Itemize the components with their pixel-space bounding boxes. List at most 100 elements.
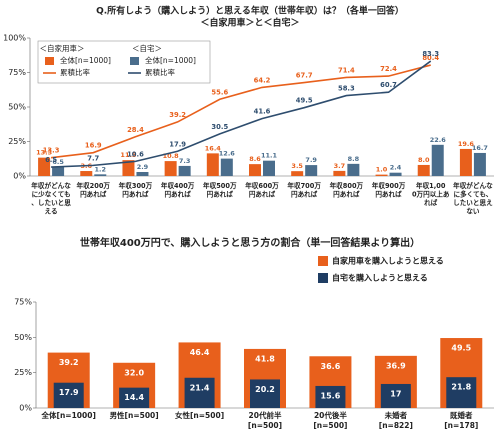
label-line: 年収400万 [161, 181, 195, 190]
legend-swatch [130, 57, 139, 65]
y-tick-label: 50% [14, 333, 32, 342]
bar-value-label: 22.6 [430, 136, 447, 144]
bar [250, 379, 280, 408]
bar [220, 158, 233, 176]
line-value-label: 64.2 [254, 76, 271, 84]
chart-title: 世帯年収400万円で、購入しようと思う方の割合（単一回答結果より算出） [80, 236, 420, 249]
label-line: 年収がどんな [453, 181, 493, 190]
x-tick-label: 男性[n=500] [110, 410, 159, 420]
legend-group: ＜自宅＞ [132, 43, 162, 53]
bar [375, 174, 388, 176]
bar [184, 377, 215, 408]
label-line: [n=822] [379, 421, 413, 430]
bar-value-label: 49.5 [451, 344, 471, 353]
label-line: 年収200万 [76, 181, 110, 190]
line-value-label: 71.4 [338, 66, 355, 74]
bar [52, 167, 65, 176]
line-value-label: 6.5 [45, 156, 57, 164]
bar-value-label: 20.2 [255, 385, 275, 394]
bar [136, 171, 149, 176]
label-line: える [45, 207, 58, 216]
bar [315, 385, 346, 408]
legend-label: 累積比率 [60, 67, 90, 77]
bar-value-label: 1.2 [95, 165, 107, 173]
bar [417, 164, 430, 176]
bar-value-label: 8.0 [418, 156, 430, 164]
label-line: 年収300万 [119, 181, 153, 190]
x-tick-label: 年収700万円あれば [287, 181, 321, 199]
label-line: ない [466, 207, 480, 216]
label-line: 円あれば [249, 190, 276, 199]
bar-value-label: 2.9 [137, 163, 149, 171]
bar [164, 161, 177, 176]
bar-value-label: 11.1 [261, 152, 278, 160]
y-tick-label: 25% [8, 137, 26, 146]
bar-value-label: 1.0 [376, 166, 388, 174]
x-tick-label: 年収1,00 0万円以上あれば [412, 181, 450, 207]
line-value-label: 16.9 [85, 142, 102, 150]
x-tick-label: 年収500万円あれば [203, 181, 237, 199]
label-line: 20代後半 [314, 410, 347, 420]
line-value-label: 7.7 [87, 154, 99, 162]
label-line: 円あれば [291, 190, 318, 199]
bar [122, 160, 135, 176]
label-line: [n=500] [248, 421, 282, 430]
bar-value-label: 16.4 [205, 144, 222, 152]
bar-value-label: 8.8 [348, 155, 360, 163]
x-tick-label: 未婚者[n=822] [379, 410, 413, 430]
y-tick-label: 50% [8, 103, 26, 112]
y-tick-label: 25% [14, 368, 32, 377]
legend-label: 累積比率 [145, 67, 175, 77]
bar-value-label: 11.5 [120, 151, 137, 159]
chart-subtitle: ＜自家用車＞と＜自宅＞ [200, 17, 299, 29]
legend-swatch [318, 256, 328, 266]
legend-label: 自宅を購入しようと思える [332, 273, 428, 283]
bar [380, 383, 411, 408]
line-value-label: 10.6 [127, 150, 144, 158]
chart-title: Q.所有しよう（購入しよう）と思える年収（世帯年収）は？（各単一回答） [96, 5, 404, 17]
legend-label: 自家用車を購入しようと思える [332, 256, 444, 266]
label-line: 年収1,00 [416, 181, 446, 190]
bar-value-label: 7.3 [179, 157, 191, 165]
x-tick-label: 年収600万円あれば [245, 181, 279, 199]
label-line: に多くても、 [453, 190, 492, 199]
bar [38, 157, 51, 176]
label-line: 円あれば [164, 190, 191, 199]
bar [178, 165, 191, 176]
bar-value-label: 36.9 [386, 361, 406, 370]
bar-value-label: 8.6 [249, 155, 261, 163]
line-value-label: 13.3 [43, 147, 60, 155]
bar-value-label: 10.8 [163, 152, 180, 160]
label-line: 年収600万 [245, 181, 279, 190]
x-tick-label: 年収400万円あれば [161, 181, 195, 199]
cumulative-line [51, 60, 432, 168]
y-tick-label: 0% [13, 172, 26, 181]
bar-value-label: 21.8 [451, 383, 471, 392]
x-tick-label: 年収がどんなに多くても、したいと思えない [453, 181, 493, 216]
legend-box [37, 40, 211, 84]
bar-value-label: 12.6 [219, 150, 236, 158]
line-value-label: 39.2 [169, 111, 186, 119]
label-line: [n=178] [444, 421, 478, 430]
x-tick-label: 既婚者[n=178] [444, 410, 478, 430]
line-value-label: 67.7 [296, 72, 313, 80]
bar-value-label: 3.5 [291, 162, 303, 170]
label-line: れば [424, 198, 438, 207]
bar-value-label: 13.3 [36, 149, 52, 157]
bar-value-label: 14.4 [124, 393, 144, 402]
line-value-label: 80.4 [422, 54, 439, 62]
bar [206, 153, 219, 176]
label-line: 年収800万 [330, 181, 364, 190]
bar [94, 174, 107, 176]
x-tick-label: 年収900万円あれば [372, 181, 406, 199]
label-line: 円あれば [122, 190, 149, 199]
label-line: 円あれば [333, 190, 360, 199]
label-line: 円あれば [80, 190, 107, 199]
bar [333, 170, 346, 176]
bar [119, 387, 150, 408]
line-value-label: 83.3 [422, 50, 439, 58]
line-value-label: 49.5 [296, 97, 313, 105]
x-tick-label: 年収300万円あれば [119, 181, 153, 199]
bar-value-label: 19.6 [458, 140, 475, 148]
x-tick-label: 女性[n=500] [175, 410, 224, 420]
